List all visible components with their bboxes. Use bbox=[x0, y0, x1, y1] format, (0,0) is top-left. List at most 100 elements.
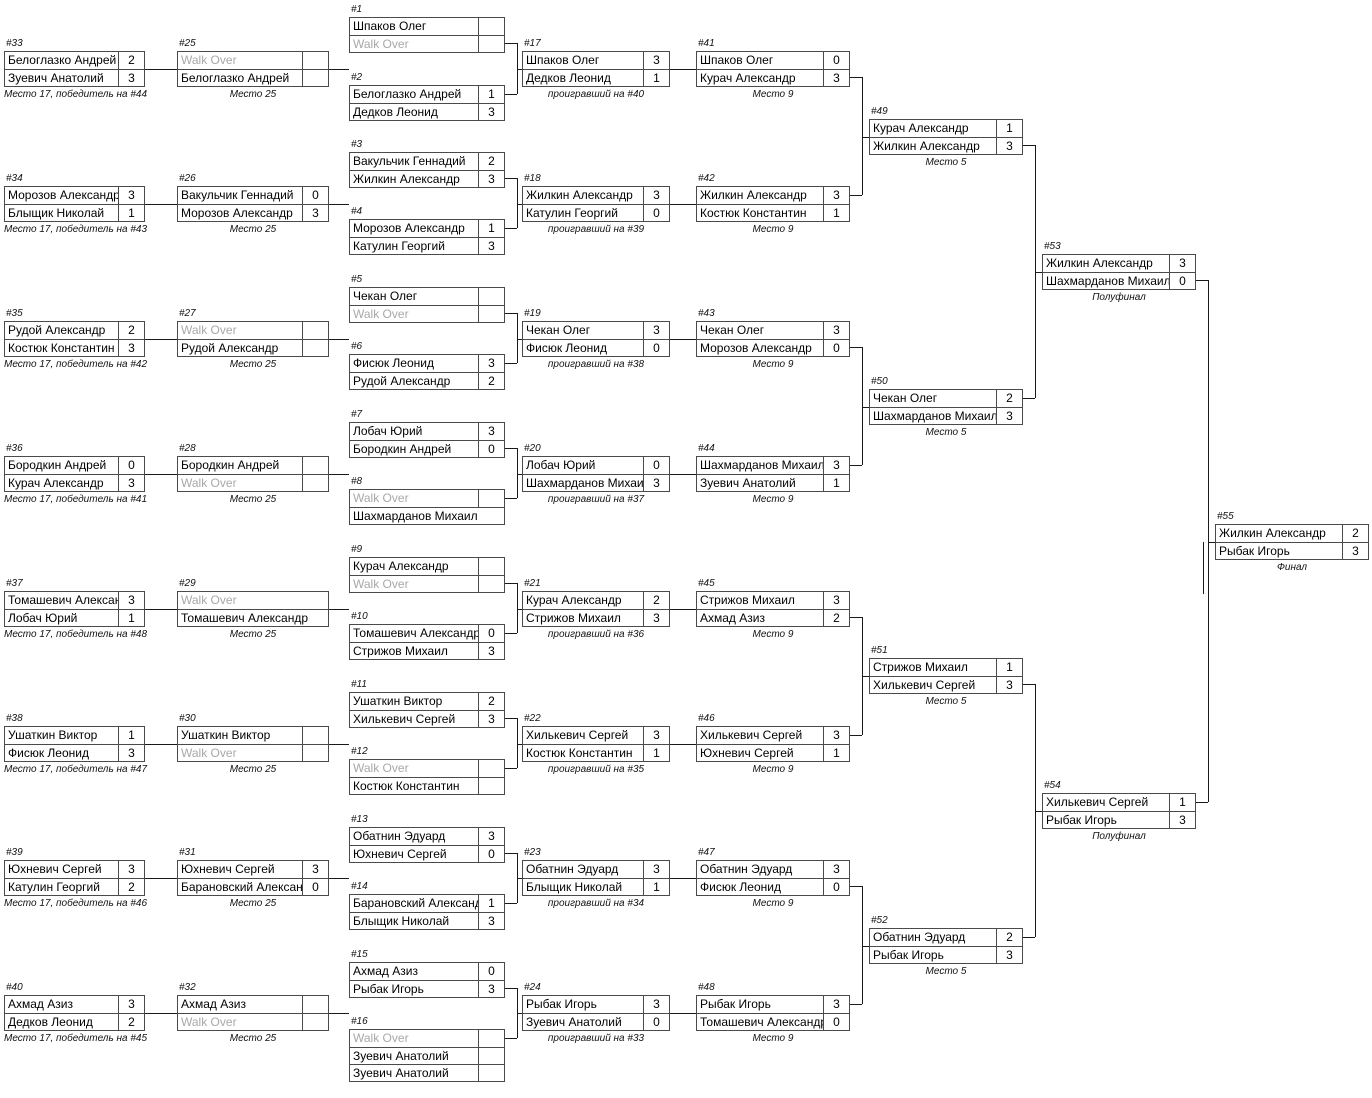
match-row[interactable]: Томашевич Александр 0 bbox=[350, 625, 504, 642]
match-row[interactable]: Шахмарданов Михаил 3 bbox=[870, 407, 1022, 424]
match-row[interactable]: Обатнин Эдуард 3 bbox=[523, 861, 669, 878]
match-row[interactable]: Фисюк Леонид 3 bbox=[5, 744, 144, 761]
match-row[interactable]: Чекан Олег bbox=[350, 288, 504, 305]
match-row[interactable]: Шахмарданов Михаил 0 bbox=[1043, 272, 1195, 289]
match-row[interactable]: Белоглазко Андрей 2 bbox=[5, 52, 144, 69]
match-row[interactable]: Walk Over bbox=[178, 322, 328, 339]
match-row[interactable]: Барановский Александр 1 bbox=[350, 895, 504, 912]
match-row[interactable]: Томашевич Александр 0 bbox=[697, 1013, 849, 1030]
match-row[interactable]: Морозов Александр 3 bbox=[178, 204, 328, 221]
match-row[interactable]: Жилкин Александр 3 bbox=[697, 187, 849, 204]
match-row[interactable]: Ахмад Азиз bbox=[178, 996, 328, 1013]
match-row[interactable]: Фисюк Леонид 0 bbox=[697, 878, 849, 895]
match-row[interactable]: Костюк Константин 3 bbox=[5, 339, 144, 356]
match-row[interactable]: Хилькевич Сергей 3 bbox=[870, 676, 1022, 693]
match-row[interactable]: Лобач Юрий 0 bbox=[523, 457, 669, 474]
match-row[interactable]: Катулин Георгий 0 bbox=[523, 204, 669, 221]
match-row[interactable]: Ушаткин Виктор bbox=[178, 727, 328, 744]
match-row[interactable]: Юхневич Сергей 3 bbox=[178, 861, 328, 878]
match-row[interactable]: Юхневич Сергей 0 bbox=[350, 845, 504, 862]
match-row[interactable]: Ахмад Азиз 2 bbox=[697, 609, 849, 626]
match-row[interactable]: Костюк Константин 1 bbox=[697, 204, 849, 221]
match-row[interactable]: Рыбак Игорь 3 bbox=[870, 946, 1022, 963]
match-row[interactable]: Walk Over bbox=[178, 52, 328, 69]
match-row[interactable]: Walk Over bbox=[350, 575, 504, 592]
match-row[interactable]: Walk Over bbox=[350, 35, 504, 52]
match-row[interactable]: Зуевич Анатолий 3 bbox=[5, 69, 144, 86]
match-row[interactable]: Чекан Олег 3 bbox=[523, 322, 669, 339]
match-row[interactable]: Курач Александр bbox=[350, 558, 504, 575]
match-row[interactable]: Фисюк Леонид 0 bbox=[523, 339, 669, 356]
match-row[interactable]: Walk Over bbox=[350, 305, 504, 322]
match-row[interactable]: Рыбак Игорь 3 bbox=[1043, 811, 1195, 828]
match-row[interactable]: Ахмад Азиз 3 bbox=[5, 996, 144, 1013]
match-row[interactable]: Костюк Константин bbox=[350, 777, 504, 794]
match-row[interactable]: Walk Over bbox=[178, 744, 328, 761]
match-row[interactable]: Обатнин Эдуард 3 bbox=[350, 828, 504, 845]
match-row[interactable]: Хилькевич Сергей 3 bbox=[523, 727, 669, 744]
match-row[interactable]: Юхневич Сергей 3 bbox=[5, 861, 144, 878]
match-row[interactable]: Рыбак Игорь 3 bbox=[697, 996, 849, 1013]
match-row[interactable]: Вакульчик Геннадий 2 bbox=[350, 153, 504, 170]
match-row[interactable]: Жилкин Александр 3 bbox=[523, 187, 669, 204]
match-row[interactable]: Лобач Юрий 3 bbox=[350, 423, 504, 440]
match-row[interactable]: Дедков Леонид 1 bbox=[523, 69, 669, 86]
match-row[interactable]: Дедков Леонид 2 bbox=[5, 1013, 144, 1030]
match-row[interactable]: Рыбак Игорь 3 bbox=[523, 996, 669, 1013]
match-row[interactable]: Морозов Александр 0 bbox=[697, 339, 849, 356]
match-row[interactable]: Жилкин Александр 3 bbox=[870, 137, 1022, 154]
match-row[interactable]: Рыбак Игорь 3 bbox=[350, 980, 504, 997]
match-row[interactable]: Walk Over bbox=[178, 1013, 328, 1030]
match-row[interactable]: Стрижов Михаил 3 bbox=[523, 609, 669, 626]
match-row[interactable]: Вакульчик Геннадий 0 bbox=[178, 187, 328, 204]
match-row[interactable]: Walk Over bbox=[350, 490, 504, 507]
match-row[interactable]: Ахмад Азиз 0 bbox=[350, 963, 504, 980]
match-row[interactable]: Хилькевич Сергей 3 bbox=[697, 727, 849, 744]
match-row[interactable]: Белоглазко Андрей 1 bbox=[350, 86, 504, 103]
match-row[interactable]: Обатнин Эдуард 3 bbox=[697, 861, 849, 878]
match-row[interactable]: Морозов Александр 3 bbox=[5, 187, 144, 204]
match-row[interactable]: Морозов Александр 1 bbox=[350, 220, 504, 237]
match-row[interactable]: Зуевич Анатолий bbox=[350, 1047, 504, 1064]
match-row[interactable]: Хилькевич Сергей 1 bbox=[1043, 794, 1195, 811]
match-row[interactable]: Курач Александр 3 bbox=[697, 69, 849, 86]
match-row[interactable]: Костюк Константин 1 bbox=[523, 744, 669, 761]
match-row[interactable]: Walk Over bbox=[178, 474, 328, 491]
match-row[interactable]: Walk Over bbox=[350, 1030, 504, 1047]
match-row[interactable]: Курач Александр 1 bbox=[870, 120, 1022, 137]
match-row[interactable]: Шахмарданов Михаил 3 bbox=[697, 457, 849, 474]
match-row[interactable]: Бородкин Андрей 0 bbox=[350, 440, 504, 457]
match-row[interactable]: Зуевич Анатолий 1 bbox=[697, 474, 849, 491]
match-row[interactable]: Рудой Александр 2 bbox=[5, 322, 144, 339]
match-row[interactable]: Жилкин Александр 3 bbox=[1043, 255, 1195, 272]
match-row[interactable]: Ушаткин Виктор 1 bbox=[5, 727, 144, 744]
match-row[interactable]: Томашевич Александр bbox=[178, 609, 328, 626]
match-row[interactable]: Стрижов Михаил 3 bbox=[350, 642, 504, 659]
match-row[interactable]: Жилкин Александр 2 bbox=[1216, 525, 1368, 542]
match-row[interactable]: Обатнин Эдуард 2 bbox=[870, 929, 1022, 946]
match-row[interactable]: Ушаткин Виктор 2 bbox=[350, 693, 504, 710]
match-row[interactable]: Блыщик Николай 1 bbox=[5, 204, 144, 221]
match-row[interactable]: Шпаков Олег 3 bbox=[523, 52, 669, 69]
match-row[interactable]: Фисюк Леонид 3 bbox=[350, 355, 504, 372]
match-row[interactable]: Юхневич Сергей 1 bbox=[697, 744, 849, 761]
match-row[interactable]: Зуевич Анатолий 0 bbox=[523, 1013, 669, 1030]
match-row[interactable]: Чекан Олег 3 bbox=[697, 322, 849, 339]
match-row[interactable]: Блыщик Николай 3 bbox=[350, 912, 504, 929]
match-row[interactable]: Walk Over bbox=[178, 592, 328, 609]
match-row[interactable]: Курач Александр 3 bbox=[5, 474, 144, 491]
match-row[interactable]: Стрижов Михаил 1 bbox=[870, 659, 1022, 676]
match-row[interactable]: Катулин Георгий 3 bbox=[350, 237, 504, 254]
match-row[interactable]: Walk Over bbox=[350, 760, 504, 777]
match-row[interactable]: Белоглазко Андрей bbox=[178, 69, 328, 86]
match-row[interactable]: Бородкин Андрей bbox=[178, 457, 328, 474]
match-row[interactable]: Жилкин Александр 3 bbox=[350, 170, 504, 187]
match-row[interactable]: Шпаков Олег bbox=[350, 18, 504, 35]
match-row[interactable]: Дедков Леонид 3 bbox=[350, 103, 504, 120]
match-row[interactable]: Лобач Юрий 1 bbox=[5, 609, 144, 626]
match-row[interactable]: Рудой Александр bbox=[178, 339, 328, 356]
match-row[interactable]: Рудой Александр 2 bbox=[350, 372, 504, 389]
match-row[interactable]: Шахмарданов Михаил 3 bbox=[523, 474, 669, 491]
